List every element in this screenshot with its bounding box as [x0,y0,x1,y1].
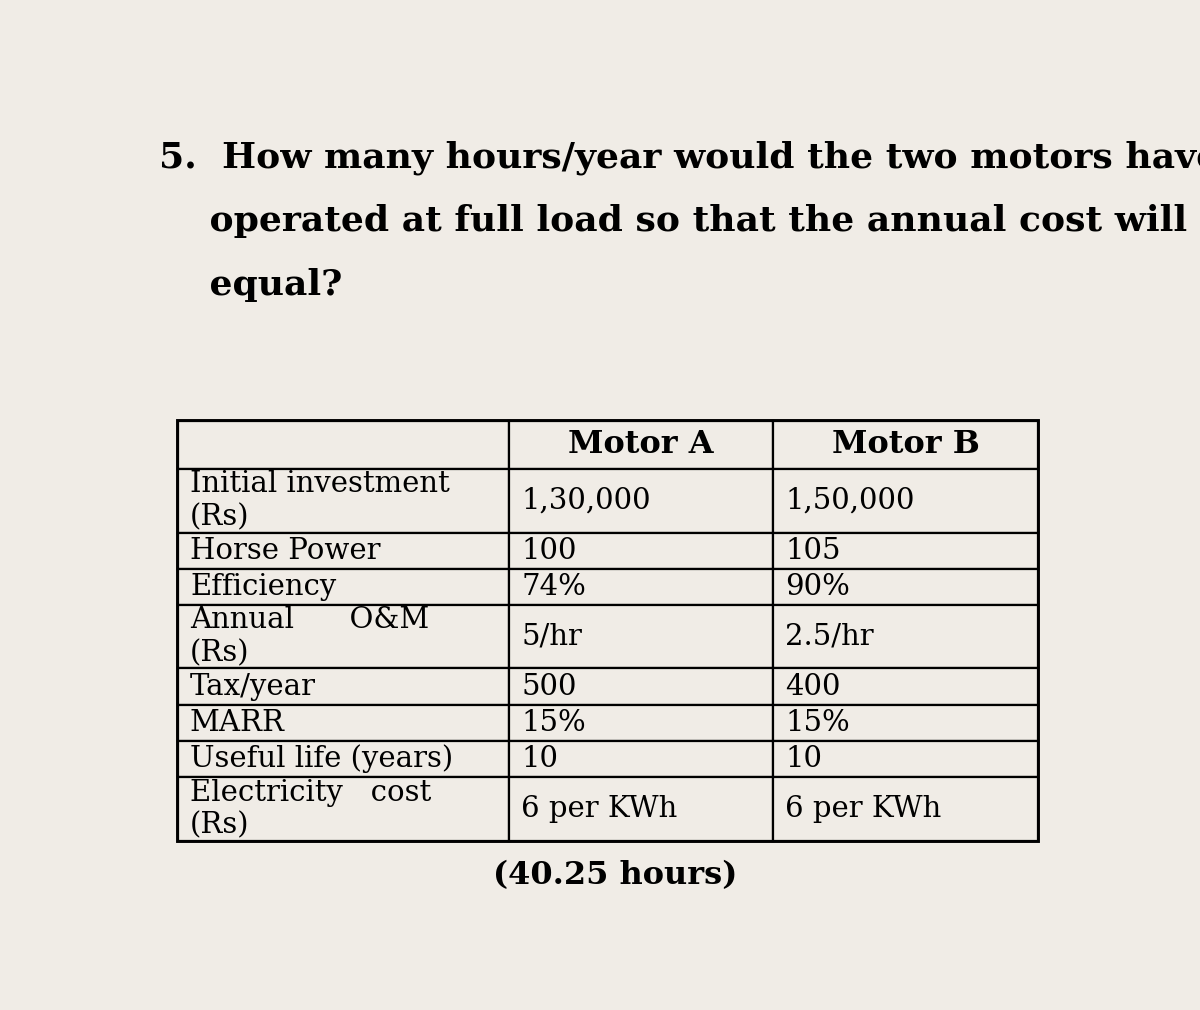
Text: 100: 100 [521,536,577,565]
Text: Motor B: Motor B [832,429,979,461]
Text: 1,50,000: 1,50,000 [785,487,914,515]
Bar [773,669,1038,705]
Bar [773,740,1038,777]
Text: 2.5/hr: 2.5/hr [785,622,874,650]
Bar [773,605,1038,669]
Bar [178,705,509,740]
Text: 15%: 15% [785,709,850,736]
Bar [178,777,509,840]
Text: 1,30,000: 1,30,000 [521,487,650,515]
Bar [773,532,1038,569]
Bar [178,605,509,669]
Bar [178,420,509,469]
Text: 6 per KWh: 6 per KWh [521,795,678,823]
Bar [509,777,773,840]
Text: 400: 400 [785,673,841,701]
Text: 10: 10 [521,744,558,773]
Bar [773,777,1038,840]
Bar [509,705,773,740]
Bar [509,469,773,532]
Text: 6 per KWh: 6 per KWh [785,795,942,823]
Bar [773,420,1038,469]
Bar [178,420,1038,840]
Text: Initial investment
(Rs): Initial investment (Rs) [190,471,450,531]
Bar [509,420,773,469]
Text: 105: 105 [785,536,841,565]
Text: equal?: equal? [160,269,343,302]
Bar [509,605,773,669]
Bar [178,469,509,532]
Text: 500: 500 [521,673,577,701]
Bar [178,740,509,777]
Text: Tax/year: Tax/year [190,673,316,701]
Bar [178,569,509,605]
Text: operated at full load so that the annual cost will be: operated at full load so that the annual… [160,204,1200,238]
Text: 10: 10 [785,744,822,773]
Text: 74%: 74% [521,573,586,601]
Bar [509,740,773,777]
Bar [773,705,1038,740]
Text: 5/hr: 5/hr [521,622,582,650]
Text: Useful life (years): Useful life (years) [190,744,454,774]
Bar [509,532,773,569]
Text: 5.  How many hours/year would the two motors have to be: 5. How many hours/year would the two mot… [160,140,1200,175]
Text: Horse Power: Horse Power [190,536,380,565]
Bar [178,532,509,569]
Text: Annual      O&M
(Rs): Annual O&M (Rs) [190,606,430,667]
Text: 15%: 15% [521,709,586,736]
Text: MARR: MARR [190,709,284,736]
Text: 90%: 90% [785,573,850,601]
Bar [773,569,1038,605]
Text: (40.25 hours): (40.25 hours) [493,861,737,891]
Bar [509,669,773,705]
Bar [773,469,1038,532]
Bar [178,669,509,705]
Text: Motor A: Motor A [569,429,714,461]
Text: Efficiency: Efficiency [190,573,336,601]
Text: Electricity   cost
(Rs): Electricity cost (Rs) [190,779,431,839]
Bar [509,569,773,605]
